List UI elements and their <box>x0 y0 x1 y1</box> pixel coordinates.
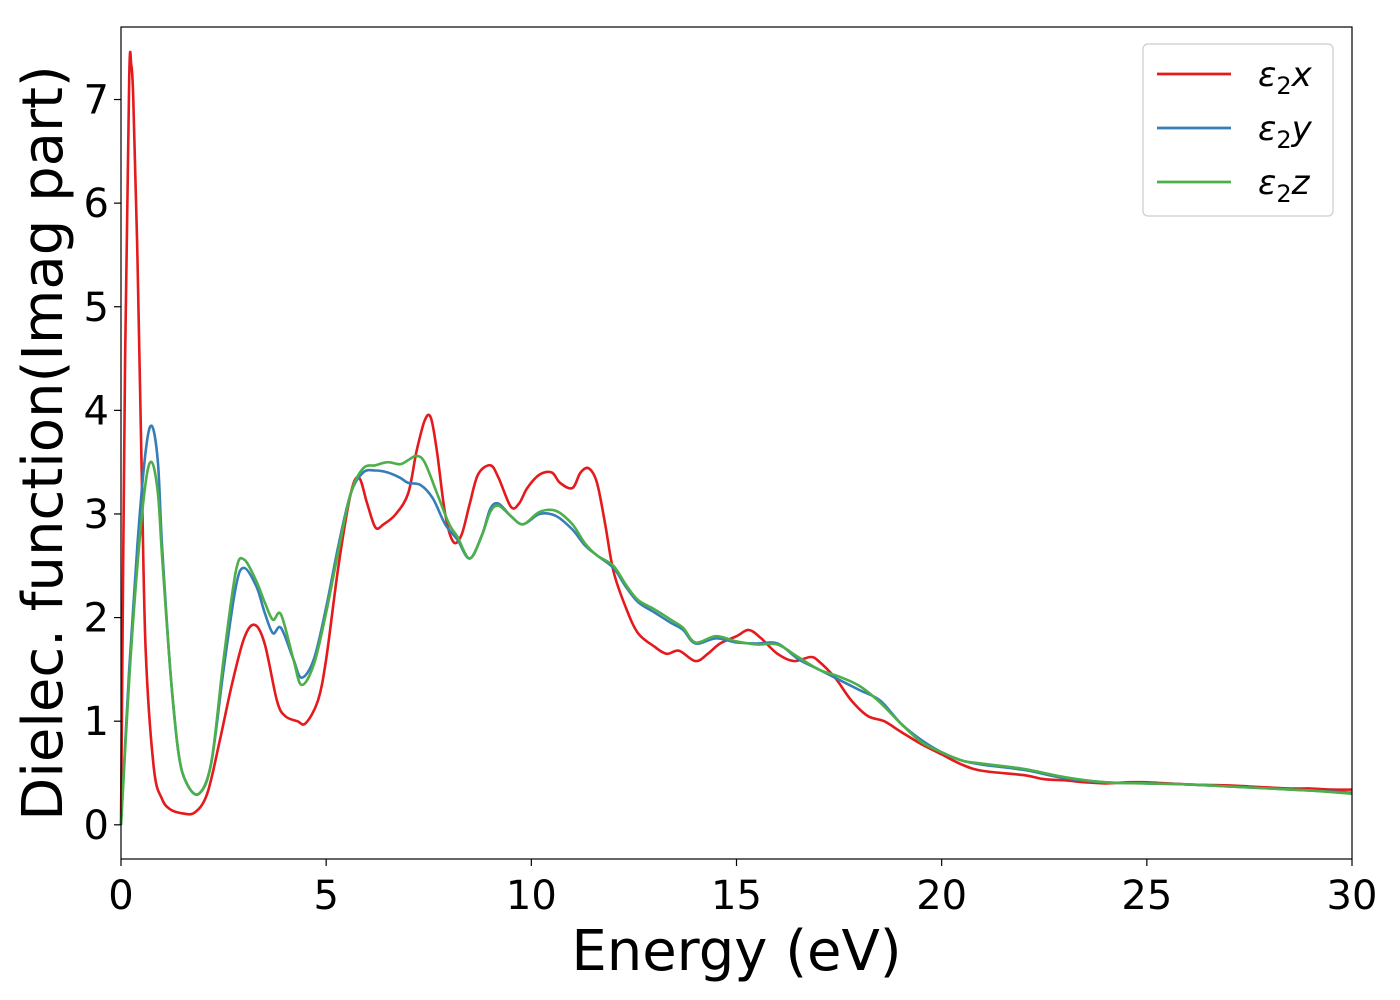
y-tick-label: 7 <box>84 78 109 124</box>
series-line-x <box>119 50 1353 825</box>
legend-box <box>1142 43 1334 217</box>
x-axis-label: Energy (eV) <box>571 919 901 984</box>
x-tick-label: 20 <box>916 873 967 919</box>
legend-symbol: ε <box>1258 163 1276 203</box>
legend-symbol: ε <box>1258 55 1276 95</box>
x-axis-ticks: 0 5 10 15 20 25 30 <box>108 859 1377 919</box>
y-tick-label: 5 <box>84 285 109 331</box>
x-tick-label: 30 <box>1327 873 1378 919</box>
legend-label-x: ε2x <box>1258 55 1313 100</box>
legend-subscript: 2 <box>1276 72 1291 100</box>
x-tick-label: 10 <box>506 873 557 919</box>
y-tick-label: 4 <box>84 388 109 434</box>
x-tick-label: 5 <box>313 873 338 919</box>
y-tick-label: 3 <box>84 492 109 538</box>
plot-lines <box>119 50 1353 825</box>
legend-symbol: ε <box>1258 109 1276 149</box>
legend-label-z: ε2z <box>1258 163 1311 208</box>
x-tick-label: 0 <box>108 873 133 919</box>
y-tick-label: 0 <box>84 803 109 849</box>
legend-component: x <box>1291 55 1313 95</box>
legend-subscript: 2 <box>1276 180 1291 208</box>
y-axis-ticks: 0 1 2 3 4 5 6 7 <box>84 78 121 849</box>
x-tick-label: 15 <box>711 873 762 919</box>
legend-subscript: 2 <box>1276 126 1291 154</box>
x-tick-label: 25 <box>1121 873 1172 919</box>
legend-component: z <box>1291 163 1311 203</box>
y-tick-label: 6 <box>84 181 109 227</box>
legend-component: y <box>1291 109 1313 149</box>
y-axis-label: Dielec. function(Imag part) <box>11 65 76 821</box>
y-tick-label: 1 <box>84 699 109 745</box>
legend-label-y: ε2y <box>1258 109 1313 154</box>
y-tick-label: 2 <box>84 596 109 642</box>
series-line-z <box>119 454 1353 825</box>
